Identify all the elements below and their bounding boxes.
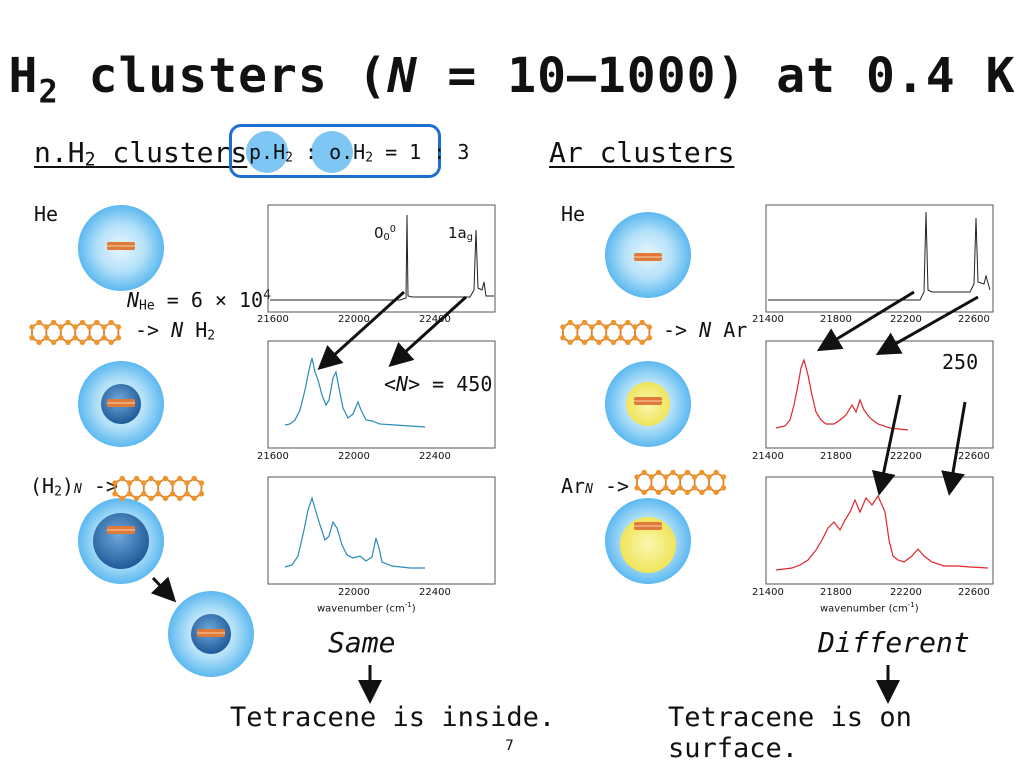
tick-label: 22200 — [890, 314, 922, 325]
tetracene-molecule-right-mid — [633, 468, 727, 496]
tick-label: 21600 — [257, 314, 289, 325]
arn-label: ArN -> — [561, 474, 630, 498]
tick-label: 22000 — [338, 451, 370, 462]
tick-label: 21800 — [820, 314, 852, 325]
arrow-nar-label: -> N Ar — [663, 318, 748, 342]
h2-solvated-droplet — [78, 498, 164, 584]
tetracene-molecule-right — [559, 318, 653, 346]
tick-label: 22400 — [419, 587, 451, 598]
inside-conclusion: Tetracene is inside. — [230, 702, 556, 733]
ortho-h2-circle — [311, 131, 353, 173]
ar-surface-droplet — [605, 498, 691, 584]
tick-label: 22200 — [890, 587, 922, 598]
xlabel-right: wavenumber (cm-1) — [820, 601, 919, 615]
spectrum-h2-450 — [284, 357, 426, 428]
right-header: Ar clusters — [549, 136, 735, 169]
h2-cluster-in-he — [78, 361, 164, 447]
spectrum-frame — [765, 204, 994, 313]
ratio-box — [229, 124, 441, 178]
arrow-ar-down-b — [941, 401, 967, 496]
tick-label: 22000 — [338, 587, 370, 598]
tick-label: 22600 — [958, 587, 990, 598]
h2-final-droplet — [168, 591, 254, 677]
para-h2-circle — [246, 131, 288, 173]
nhe-label: NHe = 6 × 104 — [127, 288, 271, 314]
ar-cluster-in-he — [605, 361, 691, 447]
arrow-nh2-label: -> N H2 — [135, 318, 216, 344]
he-label-left: He — [34, 202, 59, 226]
tick-label: 21400 — [752, 587, 784, 598]
arrow-1ag-to-ar — [875, 295, 979, 355]
tick-label: 21800 — [820, 451, 852, 462]
same-label: Same — [328, 626, 396, 659]
spectrum-frame — [267, 340, 496, 449]
spectrum-ar-250 — [775, 358, 909, 431]
tick-label: 21400 — [752, 451, 784, 462]
tick-label: 22000 — [338, 314, 370, 325]
avg-n-label: <N> = 450 — [384, 372, 493, 396]
arrow-1ag-to-cluster — [388, 295, 468, 368]
he-label-right: He — [561, 202, 586, 226]
tick-label: 21600 — [257, 451, 289, 462]
value-250: 250 — [942, 350, 979, 374]
spectrum-h2-inside — [284, 495, 425, 569]
tetracene-molecule-mid — [111, 474, 206, 502]
spectrum-frame — [267, 476, 496, 585]
left-header: n.H2 clusters — [34, 136, 248, 171]
spectrum-frame — [765, 476, 994, 585]
page-number: 7 — [505, 738, 514, 754]
tick-label: 21800 — [820, 587, 852, 598]
slide-title: H2 clusters (N = 10–1000) at 0.4 K — [8, 48, 1016, 111]
peak-label-1ag: 1ag — [448, 224, 473, 243]
tick-label: 22400 — [419, 451, 451, 462]
arrow-origin-to-ar — [816, 290, 915, 352]
different-label: Different — [818, 626, 970, 659]
arrow-origin-to-cluster — [317, 290, 406, 371]
spectrum-ar-surface — [775, 494, 989, 571]
peak-label-origin: 000 — [374, 224, 396, 243]
tick-label: 22400 — [419, 314, 451, 325]
xlabel-left: wavenumber (cm-1) — [317, 601, 416, 615]
spectrum-frame — [267, 204, 496, 313]
tick-label: 22200 — [890, 451, 922, 462]
arrow-ar-down-a — [871, 394, 902, 496]
ratio-text: p.H2 : o.H2 = 1 : 3 — [249, 140, 470, 166]
tick-label: 22600 — [958, 314, 990, 325]
he-droplet-right — [605, 212, 691, 298]
surface-conclusion: Tetracene is on surface. — [668, 702, 912, 764]
h2n-label: (H2)N -> — [30, 474, 118, 500]
he-droplet-left — [78, 205, 164, 291]
tick-label: 21400 — [752, 314, 784, 325]
spectrum-he-left — [270, 214, 494, 301]
spectrum-he-right — [768, 211, 991, 301]
tetracene-molecule-left — [28, 318, 123, 346]
tick-label: 22600 — [958, 451, 990, 462]
